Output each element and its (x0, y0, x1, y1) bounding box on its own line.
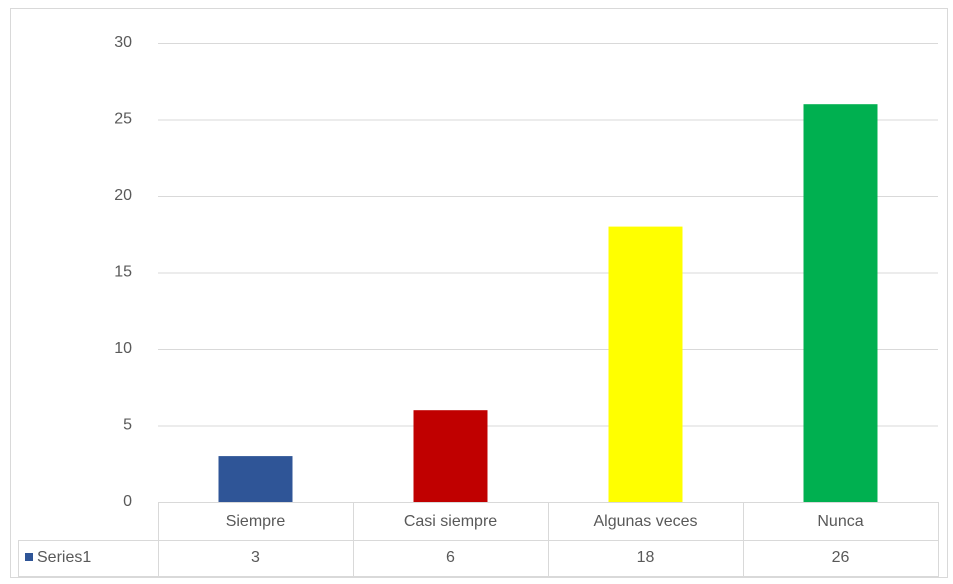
legend-key (25, 553, 33, 561)
y-tick-label: 0 (123, 493, 132, 510)
table-value: 18 (637, 549, 655, 566)
table-value: 6 (446, 549, 455, 566)
x-tick-label: Siempre (226, 513, 286, 530)
legend-label: Series1 (37, 549, 91, 566)
y-tick-label: 10 (114, 340, 132, 357)
bar (218, 456, 293, 502)
bar (608, 226, 683, 502)
table-value: 3 (251, 549, 260, 566)
x-tick-label: Nunca (817, 513, 863, 530)
y-tick-label: 15 (114, 264, 132, 281)
x-tick-label: Casi siempre (404, 513, 497, 530)
bar (803, 104, 878, 502)
x-tick-label: Algunas veces (593, 513, 697, 530)
y-tick-label: 30 (114, 34, 132, 51)
table-value: 26 (832, 549, 850, 566)
y-tick-label: 20 (114, 187, 132, 204)
y-tick-label: 25 (114, 111, 132, 128)
bar (413, 410, 488, 502)
y-tick-label: 5 (123, 417, 132, 434)
